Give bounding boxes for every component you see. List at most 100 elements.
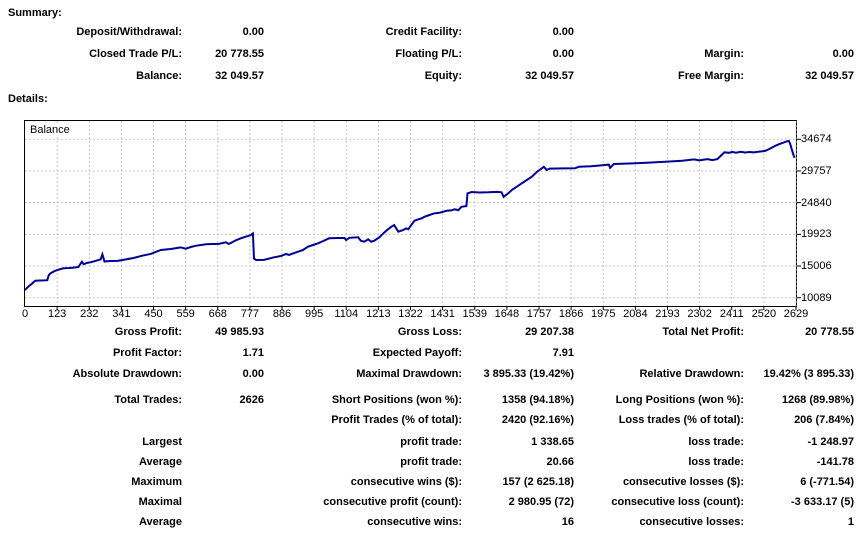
y-axis-label: 29757 [801, 164, 832, 177]
stat-value: 19.42% (3 895.33) [763, 368, 854, 380]
summary-label: Closed Trade P/L: [89, 48, 182, 60]
stat-value: 1358 (94.18%) [501, 394, 574, 406]
details-row: Profit Factor: 1.71 Expected Payoff: 7.9… [0, 346, 859, 360]
stat-label: Total Trades: [114, 394, 182, 406]
summary-label: Floating P/L: [395, 48, 462, 60]
summary-label: Balance: [136, 70, 182, 82]
balance-chart: Balance [24, 120, 801, 310]
summary-label: Credit Facility: [385, 26, 462, 38]
x-axis-label: 886 [272, 308, 292, 320]
x-axis-label: 1431 [430, 308, 455, 320]
details-row: Profit Trades (% of total): 2420 (92.16%… [0, 413, 859, 427]
x-axis-label: 1648 [494, 308, 520, 320]
stat-value: 6 (-771.54) [800, 476, 854, 488]
x-axis-label: 668 [208, 308, 227, 320]
summary-value: 0.00 [552, 48, 574, 60]
stat-label: Average [138, 516, 182, 528]
y-axis-label: 34674 [801, 133, 832, 146]
x-axis-label: 2302 [687, 308, 712, 320]
balance-curve [24, 139, 796, 291]
stat-label: Absolute Drawdown: [72, 368, 182, 380]
stat-label: Average [138, 456, 182, 468]
stat-value: 49 985.93 [215, 326, 264, 338]
stat-label: Maximum [131, 476, 182, 488]
x-axis-label: 123 [47, 308, 67, 320]
stat-label: Relative Drawdown: [639, 368, 744, 380]
x-axis-label: 1104 [334, 308, 359, 320]
details-row: Largest profit trade: 1 338.65 loss trad… [0, 435, 859, 449]
x-axis-label: 1757 [526, 308, 552, 320]
stat-value: 3 895.33 (19.42%) [483, 368, 574, 380]
details-row: Absolute Drawdown: 0.00 Maximal Drawdown… [0, 367, 859, 381]
stat-value: 1 [847, 516, 854, 528]
summary-label: Free Margin: [677, 70, 744, 82]
chart-legend-balance: Balance [29, 124, 71, 136]
stat-label: Long Positions (won %): [615, 394, 744, 406]
summary-label: Equity: [424, 70, 462, 82]
summary-value: 32 049.57 [215, 70, 264, 82]
details-row: Average profit trade: 20.66 loss trade: … [0, 455, 859, 469]
balance-chart-plot [24, 121, 801, 310]
summary-value: 32 049.57 [525, 70, 574, 82]
stat-label: Gross Loss: [397, 326, 462, 338]
details-row: Maximal consecutive profit (count): 2 98… [0, 495, 859, 509]
stat-label: consecutive wins ($): [350, 476, 462, 488]
x-axis-label: 0 [21, 308, 29, 320]
x-axis-label: 1213 [366, 308, 391, 320]
summary-row: Closed Trade P/L: 20 778.55 Floating P/L… [0, 47, 859, 61]
y-axis-label: 19923 [801, 228, 832, 241]
stat-label: loss trade: [688, 436, 744, 448]
x-axis-label: 232 [80, 308, 99, 320]
summary-value: 0.00 [832, 48, 854, 60]
x-axis-label: 2193 [655, 308, 680, 320]
stat-label: Profit Factor: [112, 347, 182, 359]
stat-label: Total Net Profit: [662, 326, 744, 338]
stat-label: Largest [142, 436, 182, 448]
x-axis-label: 2084 [623, 308, 648, 320]
x-axis-label: 2411 [719, 308, 744, 320]
details-row: Maximum consecutive wins ($): 157 (2 625… [0, 475, 859, 489]
x-axis-label: 1975 [591, 308, 616, 320]
stat-label: consecutive losses ($): [622, 476, 744, 488]
stat-label: consecutive losses: [639, 516, 744, 528]
stat-value: -141.78 [816, 456, 854, 468]
stat-value: 16 [561, 516, 574, 528]
x-axis-label: 2629 [783, 308, 809, 320]
stat-label: profit trade: [400, 456, 462, 468]
summary-row: Balance: 32 049.57 Equity: 32 049.57 Fre… [0, 69, 859, 83]
x-axis-label: 1866 [558, 308, 584, 320]
details-section-title: Details: [8, 93, 48, 105]
summary-value: 20 778.55 [215, 48, 264, 60]
stat-value: -3 633.17 (5) [791, 496, 854, 508]
stat-label: consecutive profit (count): [323, 496, 462, 508]
summary-value: 0.00 [552, 26, 574, 38]
summary-value: 32 049.57 [805, 70, 854, 82]
stat-value: 7.91 [552, 347, 574, 359]
stat-value: -1 248.97 [807, 436, 854, 448]
details-row: Gross Profit: 49 985.93 Gross Loss: 29 2… [0, 325, 859, 339]
summary-label: Margin: [704, 48, 744, 60]
stat-value: 206 (7.84%) [794, 414, 854, 426]
stat-value: 2 980.95 (72) [508, 496, 574, 508]
stat-label: loss trade: [688, 456, 744, 468]
stat-label: Short Positions (won %): [331, 394, 462, 406]
stat-value: 1268 (89.98%) [781, 394, 854, 406]
x-axis-label: 777 [240, 308, 260, 320]
stat-label: Loss trades (% of total): [618, 414, 744, 426]
stat-value: 2626 [239, 394, 264, 406]
x-axis-label: 1539 [462, 308, 487, 320]
summary-section-title: Summary: [8, 7, 62, 19]
stat-value: 20 778.55 [805, 326, 854, 338]
details-row: Total Trades: 2626 Short Positions (won … [0, 393, 859, 407]
x-axis-label: 559 [176, 308, 195, 320]
details-row: Average consecutive wins: 16 consecutive… [0, 515, 859, 529]
stat-value: 20.66 [546, 456, 574, 468]
stat-label: Expected Payoff: [372, 347, 462, 359]
x-axis-label: 450 [144, 308, 163, 320]
stat-value: 0.00 [242, 368, 264, 380]
stat-label: consecutive wins: [367, 516, 462, 528]
x-axis-label: 1322 [398, 308, 423, 320]
x-axis-label: 2520 [751, 308, 777, 320]
stat-value: 1.71 [242, 347, 264, 359]
